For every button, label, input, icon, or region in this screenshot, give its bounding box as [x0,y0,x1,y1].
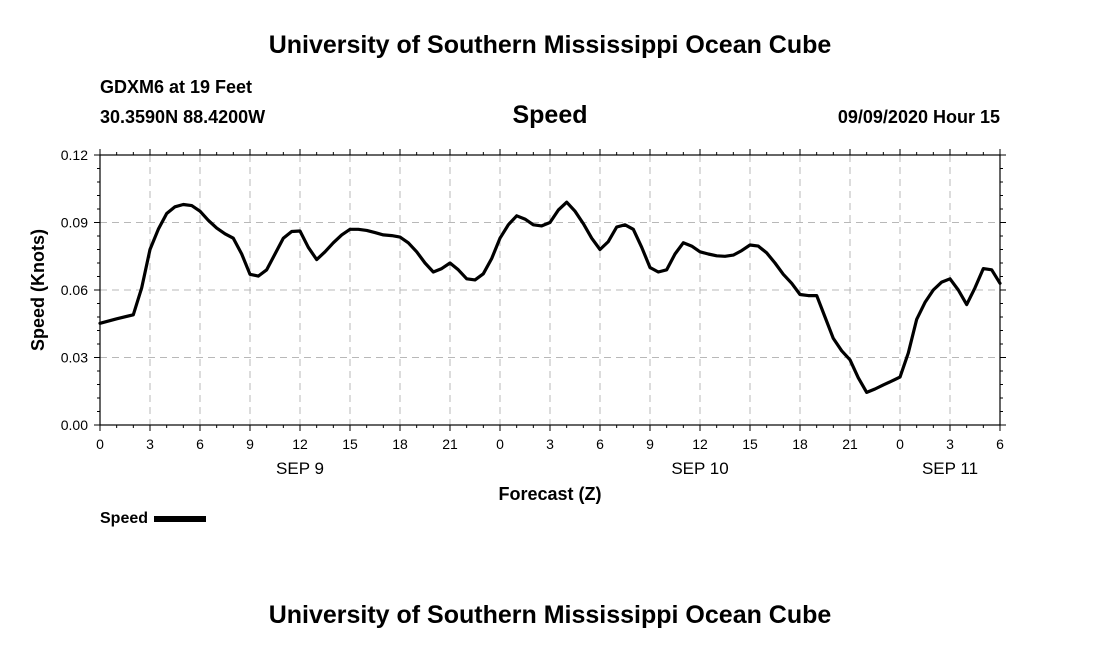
x-date-label: SEP 11 [922,459,978,478]
x-tick-label: 21 [442,436,458,452]
x-tick-label: 21 [842,436,858,452]
x-tick-label: 0 [896,436,904,452]
x-tick-label: 0 [496,436,504,452]
station-label: GDXM6 at 19 Feet [100,77,253,97]
forecast-datetime: 09/09/2020 Hour 15 [837,107,1000,127]
x-tick-label: 12 [692,436,708,452]
x-tick-label: 9 [246,436,254,452]
coordinates-label: 30.3590N 88.4200W [100,107,266,127]
legend-label: Speed [100,510,149,527]
x-tick-label: 6 [996,436,1004,452]
chart-title-top: University of Southern Mississippi Ocean… [268,31,832,59]
x-tick-label: 6 [596,436,604,452]
x-tick-label: 9 [646,436,654,452]
y-tick-label: 0.03 [61,350,88,366]
variable-title: Speed [512,101,588,129]
x-tick-label: 3 [946,436,954,452]
x-tick-label: 3 [146,436,154,452]
legend-line-swatch [154,515,207,522]
y-tick-label: 0.12 [61,147,88,163]
x-date-label: SEP 10 [671,459,728,478]
x-tick-label: 15 [742,436,758,452]
x-date-label: SEP 9 [276,459,324,478]
x-tick-label: 18 [392,436,408,452]
chart-title-bottom: University of Southern Mississippi Ocean… [268,601,832,629]
x-axis-label: Forecast (Z) [498,484,601,504]
x-tick-label: 18 [792,436,808,452]
legend: Speed [100,510,207,528]
y-axis-label: Speed (Knots) [28,229,48,351]
series-line-speed [98,200,1002,394]
y-tick-label: 0.06 [61,282,88,298]
y-tick-label: 0.09 [61,215,88,231]
x-tick-label: 6 [196,436,204,452]
x-tick-label: 12 [292,436,308,452]
plot-frame [99,154,1001,426]
x-tick-label: 3 [546,436,554,452]
x-tick-label: 0 [96,436,104,452]
x-tick-label: 15 [342,436,358,452]
y-tick-label: 0.00 [61,417,88,433]
